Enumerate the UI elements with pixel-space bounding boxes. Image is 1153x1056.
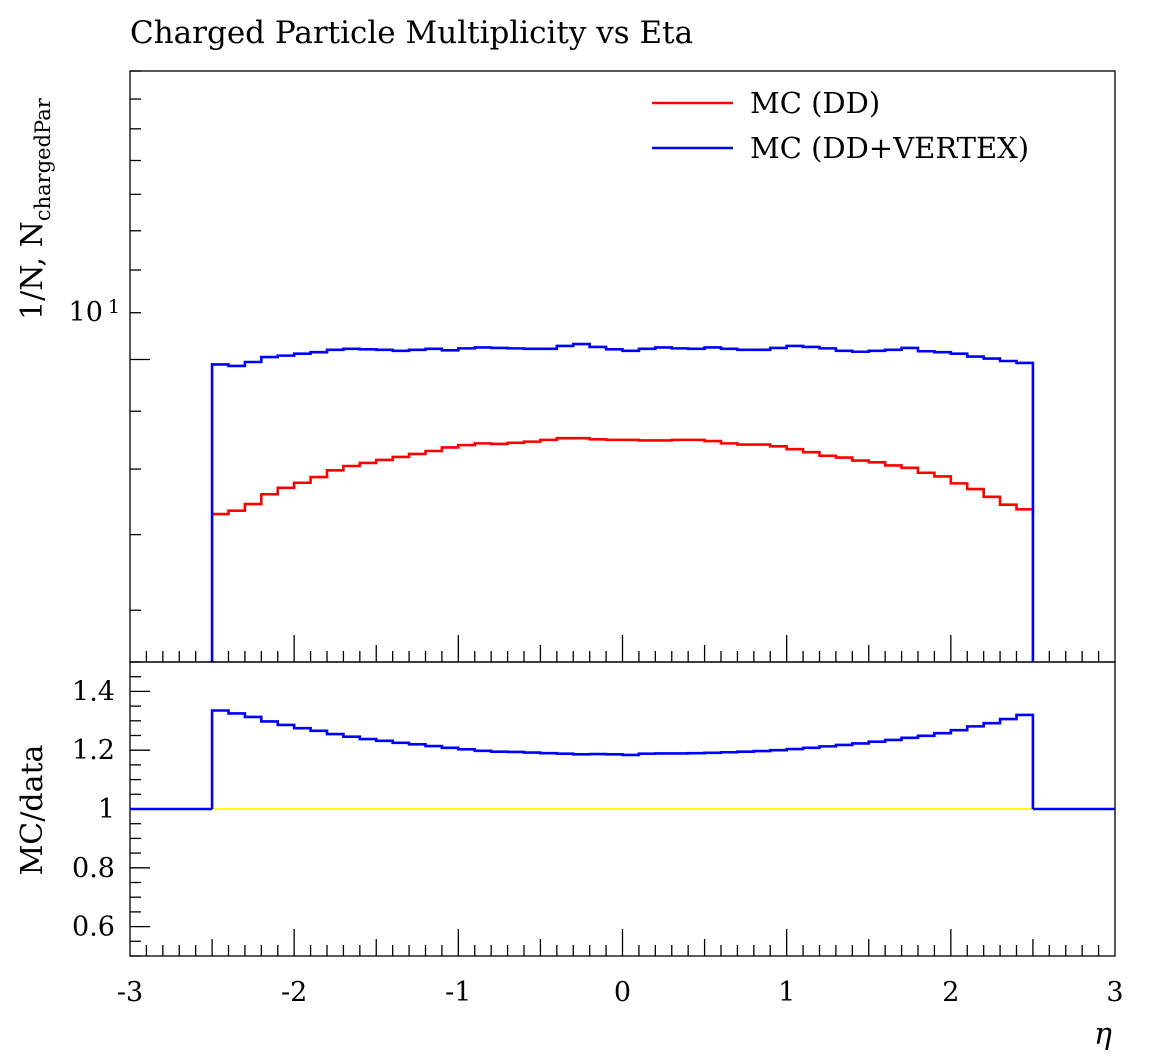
- ratio-y-tick-label: 1.2: [72, 735, 115, 766]
- main-x-ticks: [145, 635, 1100, 662]
- x-tick-labels: -3 -2 -1 0 1 2 3: [117, 977, 1124, 1008]
- main-y-ticks: [130, 70, 150, 611]
- x-tick-label: -1: [445, 977, 471, 1008]
- x-tick-label: -3: [117, 977, 143, 1008]
- x-tick-label: 2: [942, 977, 959, 1008]
- ratio-y-tick-label: 0.6: [72, 912, 115, 943]
- main-y-axis-label-subscript: chargedPar: [31, 97, 55, 221]
- ratio-series-group: [130, 709, 1115, 811]
- chart-title: Charged Particle Multiplicity vs Eta: [130, 15, 693, 51]
- x-tick-label: 3: [1106, 977, 1123, 1008]
- ratio-x-ticks: [145, 929, 1100, 956]
- ratio-y-ticks: [130, 661, 150, 957]
- x-tick-label: -2: [281, 977, 307, 1008]
- x-tick-label: 0: [614, 977, 631, 1008]
- main-y-tick-exponent: 1: [108, 296, 120, 318]
- x-tick-label: 1: [778, 977, 795, 1008]
- main-y-tick-label: 10 1: [69, 296, 120, 328]
- ratio-series-line-mc-dd-vertex: [210, 709, 1035, 809]
- main-y-axis-label-main: 1/N, N: [15, 221, 50, 320]
- main-y-axis-label: 1/N, NchargedPar: [15, 97, 55, 320]
- ratio-y-tick-label: 1: [98, 794, 115, 825]
- main-series-group: [210, 342, 1035, 662]
- legend: MC (DD) MC (DD+VERTEX): [652, 86, 1029, 165]
- ratio-panel: 0.6 0.8 1 1.2 1.4 MC/data: [15, 661, 1116, 957]
- series-line-mc-dd: [212, 436, 1035, 516]
- ratio-y-axis-label: MC/data: [15, 744, 50, 875]
- ratio-y-tick-labels: 0.6 0.8 1 1.2 1.4: [72, 676, 115, 942]
- legend-label-mc-dd-vertex: MC (DD+VERTEX): [750, 131, 1029, 165]
- ratio-y-tick-label: 0.8: [72, 853, 115, 884]
- ratio-y-tick-label: 1.4: [72, 676, 115, 707]
- x-axis-label: η: [1094, 1017, 1112, 1052]
- series-line-mc-dd-vertex: [210, 342, 1035, 662]
- main-y-tick-base: 10: [69, 297, 103, 328]
- legend-label-mc-dd: MC (DD): [750, 86, 880, 120]
